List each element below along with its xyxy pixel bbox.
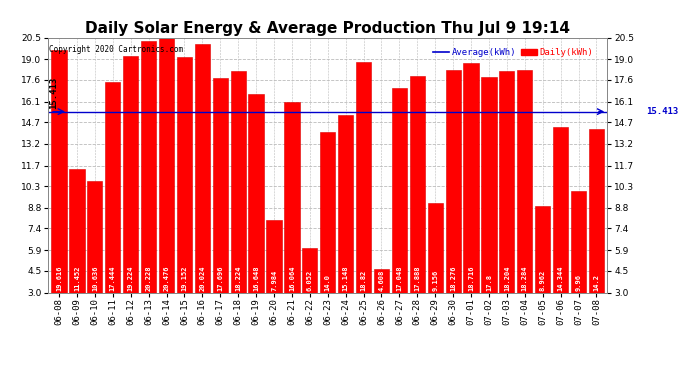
Bar — [338, 116, 353, 292]
Bar — [159, 38, 174, 292]
Text: 18.284: 18.284 — [522, 265, 528, 291]
Text: 18.276: 18.276 — [450, 265, 456, 291]
Text: 20.024: 20.024 — [199, 265, 206, 291]
Text: 18.716: 18.716 — [468, 265, 474, 291]
Text: 14.0: 14.0 — [325, 274, 331, 291]
Bar — [141, 42, 156, 292]
Bar — [87, 181, 103, 292]
Text: 19.224: 19.224 — [128, 265, 134, 291]
Text: 18.82: 18.82 — [361, 270, 366, 291]
Text: 15.148: 15.148 — [343, 265, 348, 291]
Text: 17.444: 17.444 — [110, 265, 116, 291]
Text: 17.888: 17.888 — [414, 265, 420, 291]
Bar — [320, 132, 335, 292]
Title: Daily Solar Energy & Average Production Thu Jul 9 19:14: Daily Solar Energy & Average Production … — [86, 21, 570, 36]
Bar — [410, 75, 425, 292]
Bar — [230, 70, 246, 292]
Text: 19.152: 19.152 — [181, 265, 188, 291]
Text: 17.8: 17.8 — [486, 274, 492, 291]
Bar — [123, 56, 138, 292]
Bar — [284, 102, 299, 292]
Text: 7.984: 7.984 — [271, 270, 277, 291]
Bar — [482, 77, 497, 292]
Text: 4.608: 4.608 — [379, 270, 384, 291]
Text: 6.052: 6.052 — [307, 270, 313, 291]
Text: 17.696: 17.696 — [217, 265, 224, 291]
Text: 16.064: 16.064 — [289, 265, 295, 291]
Legend: Average(kWh), Daily(kWh): Average(kWh), Daily(kWh) — [429, 45, 597, 61]
Text: 10.636: 10.636 — [92, 265, 98, 291]
Bar — [553, 127, 569, 292]
Bar — [248, 94, 264, 292]
Bar — [589, 129, 604, 292]
Bar — [392, 88, 407, 292]
Bar — [266, 220, 282, 292]
Text: 20.228: 20.228 — [146, 265, 152, 291]
Bar — [105, 82, 120, 292]
Text: 11.452: 11.452 — [74, 265, 80, 291]
Text: 14.2: 14.2 — [593, 274, 600, 291]
Text: 14.344: 14.344 — [558, 265, 564, 291]
Bar — [302, 248, 317, 292]
Text: 17.048: 17.048 — [396, 265, 402, 291]
Text: 16.648: 16.648 — [253, 265, 259, 291]
Text: 9.96: 9.96 — [575, 274, 582, 291]
Bar — [571, 191, 586, 292]
Text: 20.476: 20.476 — [164, 265, 170, 291]
Bar — [177, 57, 192, 292]
Text: 9.156: 9.156 — [432, 270, 438, 291]
Bar — [213, 78, 228, 292]
Text: 15.413: 15.413 — [647, 107, 678, 116]
Bar — [446, 70, 461, 292]
Text: 19.616: 19.616 — [56, 265, 62, 291]
Bar — [70, 170, 85, 292]
Bar — [195, 44, 210, 292]
Bar — [428, 203, 443, 292]
Bar — [356, 62, 371, 292]
Text: 15.413: 15.413 — [49, 76, 58, 109]
Text: Copyright 2020 Cartronics.com: Copyright 2020 Cartronics.com — [50, 45, 184, 54]
Bar — [535, 206, 551, 292]
Text: 18.204: 18.204 — [504, 265, 510, 291]
Bar — [518, 70, 533, 292]
Bar — [52, 50, 67, 292]
Bar — [464, 63, 479, 292]
Bar — [374, 269, 389, 292]
Text: 8.962: 8.962 — [540, 270, 546, 291]
Text: 18.224: 18.224 — [235, 265, 242, 291]
Bar — [500, 71, 515, 292]
